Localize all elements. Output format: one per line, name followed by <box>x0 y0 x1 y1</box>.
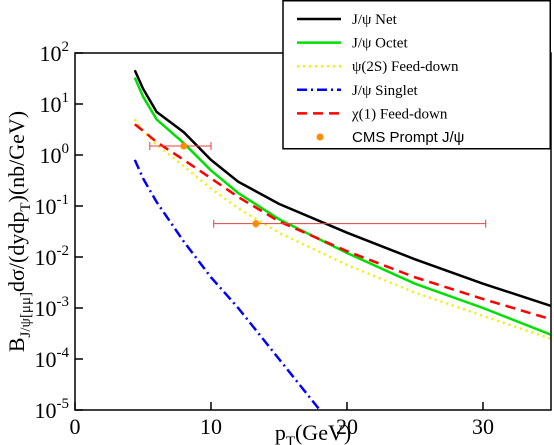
y-tick-exponent: 2 <box>62 39 70 55</box>
y-tick-base: 10 <box>35 347 57 372</box>
label-part: (GeV) <box>295 420 351 445</box>
label-part: T <box>286 434 295 445</box>
y-tick-base: 10 <box>40 92 62 117</box>
legend-label: J/ψ Net <box>352 12 398 28</box>
label-part: B <box>4 337 29 352</box>
x-tick-label: 20 <box>336 414 358 439</box>
label-part: )(nb/GeV) <box>4 111 29 203</box>
y-tick-exponent: 1 <box>62 90 70 106</box>
y-tick-exponent: 0 <box>62 141 70 157</box>
y-tick-base: 10 <box>35 245 57 270</box>
legend-label: χ(1) Feed-down <box>351 106 448 122</box>
legend-label: ψ(2S) Feed-down <box>352 59 459 75</box>
y-axis-label: BJ/ψ[μμ]dσ/(dydpT)(nb/GeV) <box>4 111 34 352</box>
y-tick-label: 10-5 <box>35 396 70 423</box>
y-tick-exponent: -5 <box>57 396 70 412</box>
x-axis-label: pT(GeV) <box>275 420 351 445</box>
x-tick-label: 0 <box>70 414 81 439</box>
y-tick-base: 10 <box>35 194 57 219</box>
legend-marker <box>316 133 324 141</box>
data-point <box>252 220 260 228</box>
y-tick-base: 10 <box>35 296 57 321</box>
y-tick-exponent: -4 <box>57 345 70 361</box>
y-tick-base: 10 <box>35 398 57 423</box>
y-tick-base: 10 <box>40 143 62 168</box>
plot-area <box>133 69 551 410</box>
legend-label: CMS Prompt J/ψ <box>352 129 464 146</box>
y-tick-base: 10 <box>40 41 62 66</box>
series-line <box>134 123 551 321</box>
y-tick-label: 101 <box>40 90 70 117</box>
x-tick-label: 10 <box>200 414 222 439</box>
label-part: J/ψ[μμ] <box>18 292 34 337</box>
y-tick-label: 10-4 <box>35 345 70 372</box>
y-tick-label: 100 <box>40 141 70 168</box>
x-tick-label: 30 <box>472 414 494 439</box>
label-part: dσ/(dydp <box>4 212 29 292</box>
y-tick-label: 10-1 <box>35 192 70 219</box>
series-line <box>133 118 551 340</box>
y-tick-label: 10-2 <box>35 243 70 270</box>
legend-label: J/ψ Singlet <box>352 83 418 99</box>
y-tick-exponent: -3 <box>57 294 70 310</box>
y-tick-label: 102 <box>40 39 70 66</box>
y-tick-label: 10-3 <box>35 294 70 321</box>
legend-box <box>282 0 551 150</box>
series-line <box>133 159 321 410</box>
y-tick-exponent: -2 <box>57 243 70 259</box>
series-line <box>133 69 551 308</box>
data-point <box>180 142 188 150</box>
y-tick-exponent: -1 <box>57 192 70 208</box>
series-line <box>133 77 551 336</box>
legend-label: J/ψ Octet <box>352 36 408 52</box>
label-part: T <box>18 203 34 212</box>
label-part: p <box>275 420 286 445</box>
